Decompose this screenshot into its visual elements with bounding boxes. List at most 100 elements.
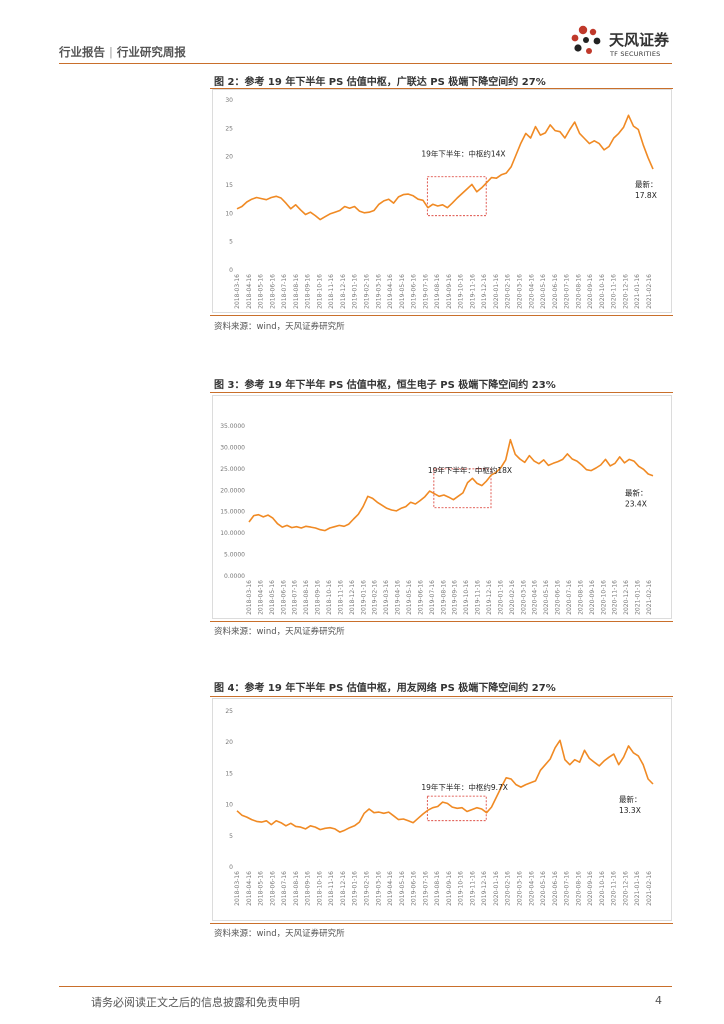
x-tick-label: 2019-03-16 bbox=[375, 274, 382, 309]
y-tick-label: 25 bbox=[225, 125, 233, 132]
x-tick-label: 2018-11-16 bbox=[328, 274, 335, 309]
latest-label: 最新： bbox=[635, 179, 658, 189]
figure-2-title: 图 2：参考 19 年下半年 PS 估值中枢，广联达 PS 极端下降空间约 27… bbox=[214, 77, 546, 88]
figure-4-title: 图 4：参考 19 年下半年 PS 估值中枢，用友网络 PS 极端下降空间约 2… bbox=[214, 683, 556, 694]
x-tick-label: 2018-07-16 bbox=[292, 580, 299, 615]
x-tick-label: 2020-07-16 bbox=[564, 871, 571, 906]
x-tick-label: 2020-07-16 bbox=[564, 274, 571, 309]
y-tick-label: 30 bbox=[225, 97, 233, 104]
header-separator: | bbox=[109, 45, 113, 59]
x-tick-label: 2019-01-16 bbox=[352, 274, 359, 309]
x-tick-label: 2020-02-16 bbox=[505, 274, 512, 309]
x-tick-label: 2019-05-16 bbox=[399, 274, 406, 309]
y-tick-label: 30.0000 bbox=[220, 444, 245, 451]
y-tick-label: 10 bbox=[225, 802, 233, 809]
figure-4-source: 资料来源：wind，天风证券研究所 bbox=[214, 929, 345, 939]
x-tick-label: 2021-01-16 bbox=[634, 274, 641, 309]
x-tick-label: 2020-09-16 bbox=[587, 871, 594, 906]
company-logo: 天风证券 TF SECURITIES bbox=[569, 23, 689, 61]
ps-series-line bbox=[248, 438, 654, 532]
x-tick-label: 2020-09-16 bbox=[589, 580, 596, 615]
x-tick-label: 2018-08-16 bbox=[293, 274, 300, 309]
x-tick-label: 2019-02-16 bbox=[363, 871, 370, 906]
y-tick-label: 15 bbox=[225, 770, 233, 777]
y-tick-label: 25.0000 bbox=[220, 466, 245, 473]
x-tick-label: 2020-09-16 bbox=[587, 274, 594, 309]
x-tick-label: 2019-01-16 bbox=[360, 580, 367, 615]
latest-value: 17.8X bbox=[635, 191, 657, 200]
x-tick-label: 2019-06-16 bbox=[411, 871, 418, 906]
y-tick-label: 15.0000 bbox=[220, 509, 245, 516]
x-tick-label: 2019-06-16 bbox=[411, 274, 418, 309]
latest-label: 最新： bbox=[625, 488, 648, 498]
x-tick-label: 2020-05-16 bbox=[543, 580, 550, 615]
figure-3-frame: 0.0000 5.0000 10.0000 15.0000 20.0000 25.0000… bbox=[212, 395, 672, 619]
x-tick-label: 2020-08-16 bbox=[577, 580, 584, 615]
x-tick-label: 2020-10-16 bbox=[599, 274, 606, 309]
x-tick-label: 2019-08-16 bbox=[434, 274, 441, 309]
figure-2-chart: 0 5 10 15 20 25 30 2018-03-16 2018-04-16 2018-05-… bbox=[225, 97, 658, 309]
x-tick-label: 2018-12-16 bbox=[349, 580, 356, 615]
x-tick-label: 2019-06-16 bbox=[417, 580, 424, 615]
highlight-box bbox=[426, 795, 487, 822]
y-tick-label: 5 bbox=[229, 239, 233, 246]
x-tick-label: 2019-07-16 bbox=[422, 871, 429, 906]
x-tick-label: 2019-11-16 bbox=[469, 871, 476, 906]
x-tick-label: 2018-04-16 bbox=[246, 871, 253, 906]
x-tick-label: 2020-04-16 bbox=[532, 580, 539, 615]
x-tick-label: 2020-05-16 bbox=[540, 871, 547, 906]
figure-4-chart: 0 5 10 15 20 25 2018-03-16 2018-04-16 2018-05-16… bbox=[225, 708, 654, 906]
x-tick-label: 2018-07-16 bbox=[281, 871, 288, 906]
report-subtype: 行业研究周报 bbox=[116, 45, 186, 59]
ps-series-line bbox=[236, 739, 654, 833]
x-tick-label: 2020-06-16 bbox=[552, 274, 559, 309]
latest-value: 23.4X bbox=[625, 500, 647, 509]
figure-4-top-rule bbox=[210, 696, 673, 697]
figure-2-source: 资料来源：wind，天风证券研究所 bbox=[214, 322, 345, 332]
x-tick-label: 2020-01-16 bbox=[493, 274, 500, 309]
x-tick-label: 2020-02-16 bbox=[509, 580, 516, 615]
figure-3-title: 图 3：参考 19 年下半年 PS 估值中枢，恒生电子 PS 极端下降空间约 2… bbox=[214, 380, 556, 391]
x-tick-label: 2020-03-16 bbox=[517, 871, 524, 906]
highlight-box bbox=[433, 468, 492, 509]
x-tick-label: 2020-08-16 bbox=[575, 871, 582, 906]
x-tick-label: 2020-04-16 bbox=[528, 871, 535, 906]
x-tick-label: 2019-08-16 bbox=[434, 871, 441, 906]
x-tick-label: 2020-07-16 bbox=[566, 580, 573, 615]
x-tick-label: 2018-04-16 bbox=[246, 274, 253, 309]
y-tick-label: 15 bbox=[225, 182, 233, 189]
x-tick-label: 2019-09-16 bbox=[446, 274, 453, 309]
x-tick-label: 2019-11-16 bbox=[475, 580, 482, 615]
x-tick-label: 2021-02-16 bbox=[646, 274, 653, 309]
x-tick-label: 2018-03-16 bbox=[234, 274, 241, 309]
logo-flower-icon bbox=[571, 25, 601, 54]
x-tick-label: 2021-02-16 bbox=[646, 871, 653, 906]
x-tick-label: 2021-02-16 bbox=[646, 580, 653, 615]
y-tick-label: 20 bbox=[225, 739, 233, 746]
x-tick-label: 2019-05-16 bbox=[406, 580, 413, 615]
y-tick-label: 5 bbox=[229, 833, 233, 840]
x-tick-label: 2018-10-16 bbox=[326, 580, 333, 615]
x-tick-label: 2018-09-16 bbox=[305, 871, 312, 906]
x-tick-label: 2019-09-16 bbox=[452, 580, 459, 615]
disclaimer-note: 请务必阅读正文之后的信息披露和免责申明 bbox=[91, 996, 300, 1009]
x-tick-label: 2018-06-16 bbox=[280, 580, 287, 615]
x-tick-label: 2020-06-16 bbox=[552, 871, 559, 906]
latest-label: 最新： bbox=[619, 794, 642, 804]
x-tick-label: 2019-10-16 bbox=[463, 580, 470, 615]
x-tick-label: 2019-04-16 bbox=[387, 871, 394, 906]
figure-3-top-rule bbox=[210, 392, 673, 393]
report-type: 行业报告 bbox=[59, 45, 105, 59]
x-tick-label: 2021-01-16 bbox=[635, 580, 642, 615]
figure-3-bottom-rule bbox=[210, 621, 673, 622]
range-annotation: 19年下半年：中枢约14X bbox=[421, 149, 505, 159]
highlight-box bbox=[426, 176, 487, 217]
y-tick-label: 5.0000 bbox=[224, 552, 245, 559]
x-tick-label: 2019-09-16 bbox=[446, 871, 453, 906]
x-tick-label: 2019-12-16 bbox=[481, 274, 488, 309]
x-tick-label: 2019-11-16 bbox=[469, 274, 476, 309]
x-tick-label: 2019-01-16 bbox=[352, 871, 359, 906]
x-tick-label: 2018-09-16 bbox=[305, 274, 312, 309]
x-tick-label: 2018-08-16 bbox=[303, 580, 310, 615]
x-tick-label: 2019-12-16 bbox=[481, 871, 488, 906]
